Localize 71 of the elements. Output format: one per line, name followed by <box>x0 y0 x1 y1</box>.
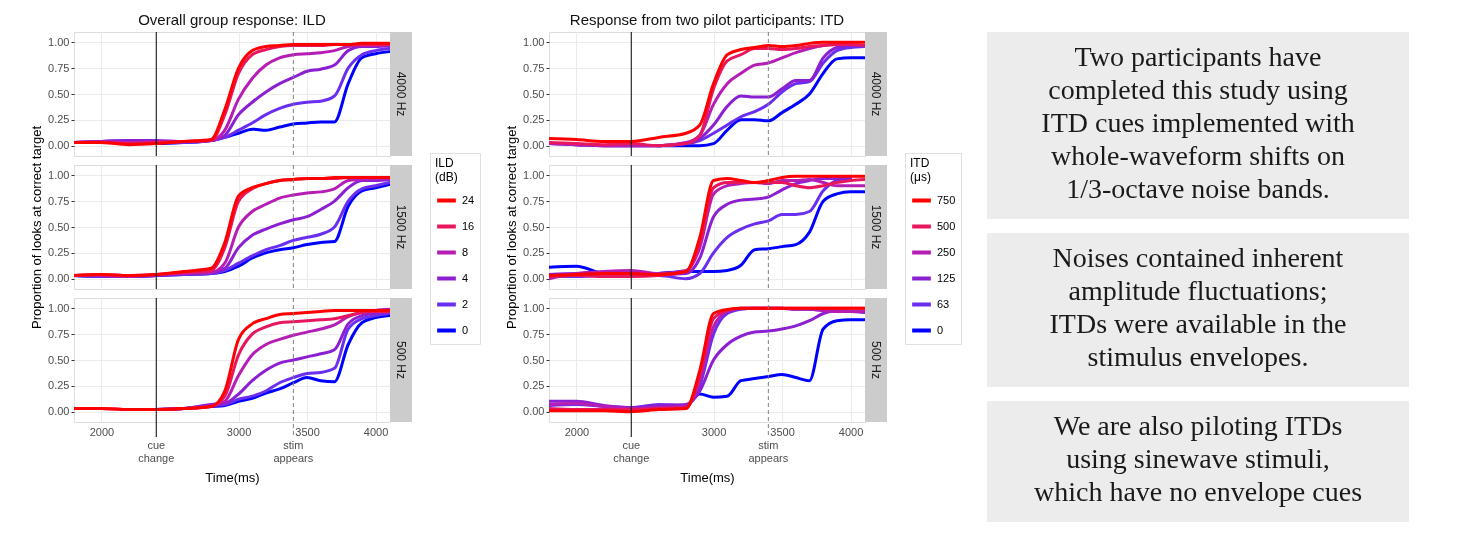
legend-label: 250 <box>937 245 956 258</box>
y-tick-label: 0.75 <box>48 327 70 340</box>
y-tick-label: 0.25 <box>48 113 70 126</box>
y-tick-label: 0.50 <box>523 353 545 366</box>
y-axis-title: Proportion of looks at correct target <box>29 125 45 330</box>
legend-label: 0 <box>937 323 944 336</box>
x-tick-label: 2000 <box>564 425 590 438</box>
legend-label: 2 <box>462 297 469 310</box>
y-tick-label: 0.25 <box>523 246 545 259</box>
y-tick-label: 0.75 <box>523 194 545 207</box>
ref-line-label: stim appears <box>748 439 789 464</box>
y-tick-label: 0.25 <box>523 113 545 126</box>
y-tick-label: 0.75 <box>48 61 70 74</box>
y-tick-label: 0.00 <box>523 405 545 418</box>
ref-line-label: stim appears <box>273 439 314 464</box>
x-tick-label: 4000 <box>363 425 389 438</box>
legend-label: 125 <box>937 271 956 284</box>
y-tick-label: 0.50 <box>48 353 70 366</box>
ref-line-label: cue change <box>138 439 175 464</box>
y-tick-label: 0.00 <box>48 272 70 285</box>
legend-label: 750 <box>937 193 956 206</box>
y-axis-title: Proportion of looks at correct target <box>504 125 520 330</box>
y-tick-label: 0.75 <box>523 327 545 340</box>
chart-title: Overall group response: ILD <box>138 10 326 28</box>
legend-label: 500 <box>937 219 956 232</box>
legend-label: 0 <box>462 323 469 336</box>
y-tick-label: 0.00 <box>48 405 70 418</box>
y-tick-label: 0.50 <box>523 220 545 233</box>
y-tick-label: 1.00 <box>48 301 70 314</box>
y2-axis-title: 500 Hz <box>869 340 883 380</box>
y-tick-label: 0.00 <box>523 272 545 285</box>
y2-axis-title: 1500 Hz <box>394 204 408 250</box>
y2-axis-title: 500 Hz <box>394 340 408 380</box>
text: We are also piloting ITDs using sinewave stimuli, which have no envelope cues <box>1033 410 1363 507</box>
legend-title: ITD (μs) <box>910 156 931 184</box>
y-tick-label: 0.50 <box>523 87 545 100</box>
x-tick-label: 3000 <box>701 425 727 438</box>
y-tick-label: 1.00 <box>48 35 70 48</box>
y-tick-label: 0.25 <box>48 379 70 392</box>
legend-label: 24 <box>462 193 475 206</box>
legend-label: 4 <box>462 271 469 284</box>
x-tick-label: 2000 <box>89 425 115 438</box>
y-tick-label: 1.00 <box>523 301 545 314</box>
x-tick-label: 3500 <box>295 425 320 438</box>
x-tick-label: 4000 <box>838 425 864 438</box>
x-tick-label: 3000 <box>226 425 252 438</box>
x-tick-label: 3500 <box>770 425 795 438</box>
text: Noises contained inherent amplitude fluctuations; ITDs were available in the stimulus envelopes. <box>1049 242 1347 372</box>
legend-title: ILD (dB) <box>435 156 458 184</box>
y2-axis-title: 4000 Hz <box>394 71 408 117</box>
y2-axis-title: 1500 Hz <box>869 204 883 250</box>
legend-label: 16 <box>462 219 475 232</box>
y-tick-label: 0.25 <box>523 379 545 392</box>
y-tick-label: 0.50 <box>48 220 70 233</box>
ref-line-label: cue change <box>613 439 650 464</box>
text: Two participants have completed this study using ITD cues implemented with whole-waveform shifts on 1/3-octave noise bands. <box>1041 41 1355 204</box>
y-tick-label: 0.50 <box>48 87 70 100</box>
y-tick-label: 1.00 <box>523 35 545 48</box>
y-tick-label: 0.25 <box>48 246 70 259</box>
x-axis-title: Time(ms) <box>205 469 260 485</box>
y2-axis-title: 4000 Hz <box>869 71 883 117</box>
y-tick-label: 0.00 <box>48 139 70 152</box>
x-axis-title: Time(ms) <box>680 469 735 485</box>
chart-title: Response from two pilot participants: ITD <box>569 10 845 28</box>
y-tick-label: 0.00 <box>523 139 545 152</box>
legend-label: 63 <box>937 297 950 310</box>
y-tick-label: 0.75 <box>523 61 545 74</box>
legend-label: 8 <box>462 245 469 258</box>
y-tick-label: 1.00 <box>48 168 70 181</box>
y-tick-label: 0.75 <box>48 194 70 207</box>
y-tick-label: 1.00 <box>523 168 545 181</box>
